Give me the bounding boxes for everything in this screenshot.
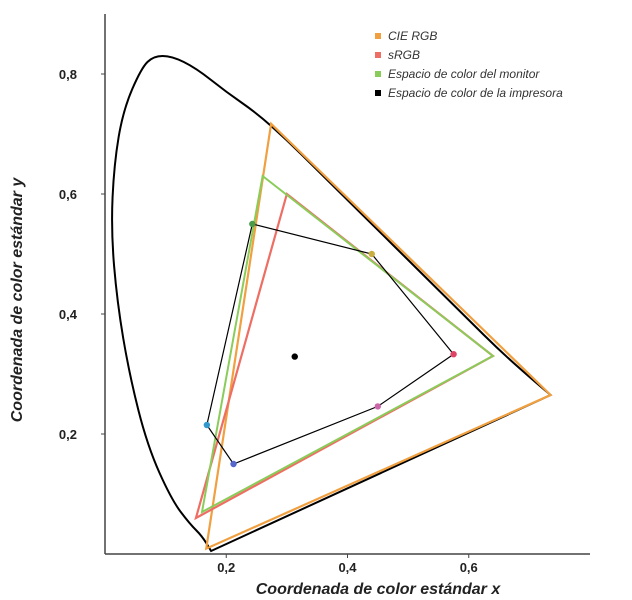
gamut-series (194, 121, 553, 551)
x-tick-label: 0,6 (460, 560, 478, 575)
legend-label: Espacio de color del monitor (388, 67, 540, 81)
printer-vertex-point (203, 421, 211, 429)
legend-label: sRGB (388, 48, 420, 62)
y-tick-label: 0,8 (59, 67, 77, 82)
legend-swatch (375, 52, 381, 58)
y-axis-label: Coordenada de color estándar y (9, 177, 26, 423)
printer-vertex-point (249, 220, 256, 228)
legend: CIE RGB sRGB Espacio de color del monitor E… (375, 29, 563, 100)
ticks: 0,2 0,4 0,6 0,2 0,4 0,6 0,8 (59, 67, 478, 575)
gamut-srgb (194, 192, 495, 521)
gamut-espacio-de-color-del-monitor (200, 174, 495, 514)
legend-swatch (375, 90, 381, 96)
printer-vertex-point (450, 351, 457, 358)
legend-swatch (375, 33, 381, 39)
spectral-locus-path (111, 54, 553, 553)
legend-swatch (375, 71, 381, 77)
x-axis-label: Coordenada de color estándar x (256, 581, 502, 598)
y-tick-label: 0,4 (59, 307, 78, 322)
spectral-locus (111, 54, 553, 553)
legend-label: Espacio de color de la impresora (388, 86, 563, 100)
printer-vertex-point (374, 403, 382, 410)
x-tick-label: 0,2 (217, 560, 235, 575)
legend-label: CIE RGB (388, 29, 437, 43)
printer-vertex-point (368, 250, 375, 258)
y-tick-label: 0,6 (59, 187, 77, 202)
white-point (291, 353, 298, 360)
x-tick-label: 0,4 (338, 560, 357, 575)
printer-vertex-point (230, 460, 237, 468)
gamut-cie-rgb (204, 121, 553, 551)
y-tick-label: 0,2 (59, 427, 77, 442)
